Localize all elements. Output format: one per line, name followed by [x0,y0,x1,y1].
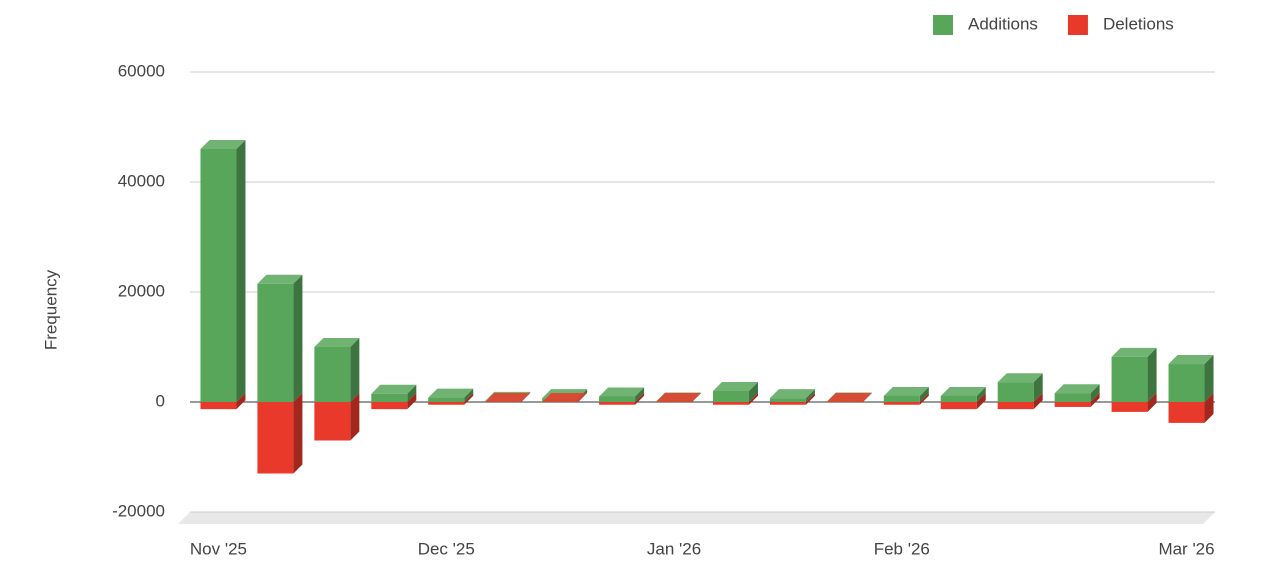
bar [769,398,806,402]
bar-side [748,393,758,405]
bar-side [976,393,986,410]
bar-side [1090,384,1100,402]
bar [1054,393,1091,402]
bar-side [805,389,815,402]
bar-side [1090,393,1100,407]
bar [1054,402,1091,407]
bar [371,393,408,402]
bar [883,395,920,402]
bar [314,347,351,402]
x-tick-label: Dec '25 [418,539,475,558]
bar [200,149,237,402]
bar [997,402,1034,410]
bar [200,402,237,410]
bar-top [257,274,303,284]
x-tick-label: Mar '26 [1158,539,1214,558]
bar-side [1147,347,1157,402]
bar [1111,402,1148,412]
bar-top [1111,347,1157,357]
bar-top [826,393,872,402]
bar [1168,402,1205,423]
bar-top [371,384,417,394]
bar-top [200,140,246,149]
bar-top [712,382,758,391]
bar-side [1033,393,1043,410]
bar-top [940,386,986,396]
bar [599,396,636,402]
bar-side [350,393,360,441]
y-tick-label: -20000 [112,501,165,520]
bar-side [464,388,474,402]
x-tick-label: Jan '26 [647,539,701,558]
bar-top [599,387,645,397]
bar-side [407,393,417,410]
bar [371,402,408,410]
bar-side [236,140,246,402]
bar-top [485,393,531,402]
x-tick-label: Nov '25 [190,539,247,558]
bar-top [883,386,929,396]
bar [1111,356,1148,402]
y-tick-label: 20000 [118,281,165,300]
bar-side [1204,355,1214,402]
bar [1168,364,1205,402]
bar-side [635,387,645,402]
legend-swatch [1067,15,1088,35]
bar-top [656,393,702,402]
bar [428,397,465,402]
bar-side [635,393,645,405]
y-axis-label: Frequency [41,269,60,350]
bar-side [407,384,417,402]
bar [314,402,351,441]
bar-side [464,393,474,405]
bar-side [976,386,986,402]
bar-side [748,382,758,402]
bar [712,391,749,402]
bar [940,402,977,410]
bar [712,402,749,405]
bar-side [1147,393,1157,412]
bar-top [542,393,588,402]
bar-side [350,338,360,402]
bar [769,402,806,405]
bar-top [314,338,360,347]
bar-top [428,388,474,398]
floor [178,512,1215,524]
bar-top [1054,384,1100,394]
bar-side [1033,373,1043,402]
bar [997,382,1034,402]
x-tick-label: Feb '26 [874,539,930,558]
bar-top [769,389,815,399]
bar [257,402,294,474]
bar [883,402,920,405]
bar-side [1204,393,1214,423]
legend-label: Additions [968,14,1038,33]
bar [940,395,977,402]
bar [257,283,294,402]
bar-side [919,386,929,402]
bar-top [1168,355,1214,365]
bar-side [293,274,303,402]
legend-label: Deletions [1103,14,1174,33]
bar [599,402,636,405]
bar-side [293,393,303,474]
legend-swatch [933,15,953,35]
y-tick-label: 0 [156,391,165,410]
bar-side [919,393,929,405]
bar [428,402,465,405]
bar-side [236,393,246,410]
y-tick-label: 40000 [118,171,165,190]
bar-side [805,393,815,405]
y-tick-label: 60000 [118,61,165,80]
bar-top [997,373,1043,383]
